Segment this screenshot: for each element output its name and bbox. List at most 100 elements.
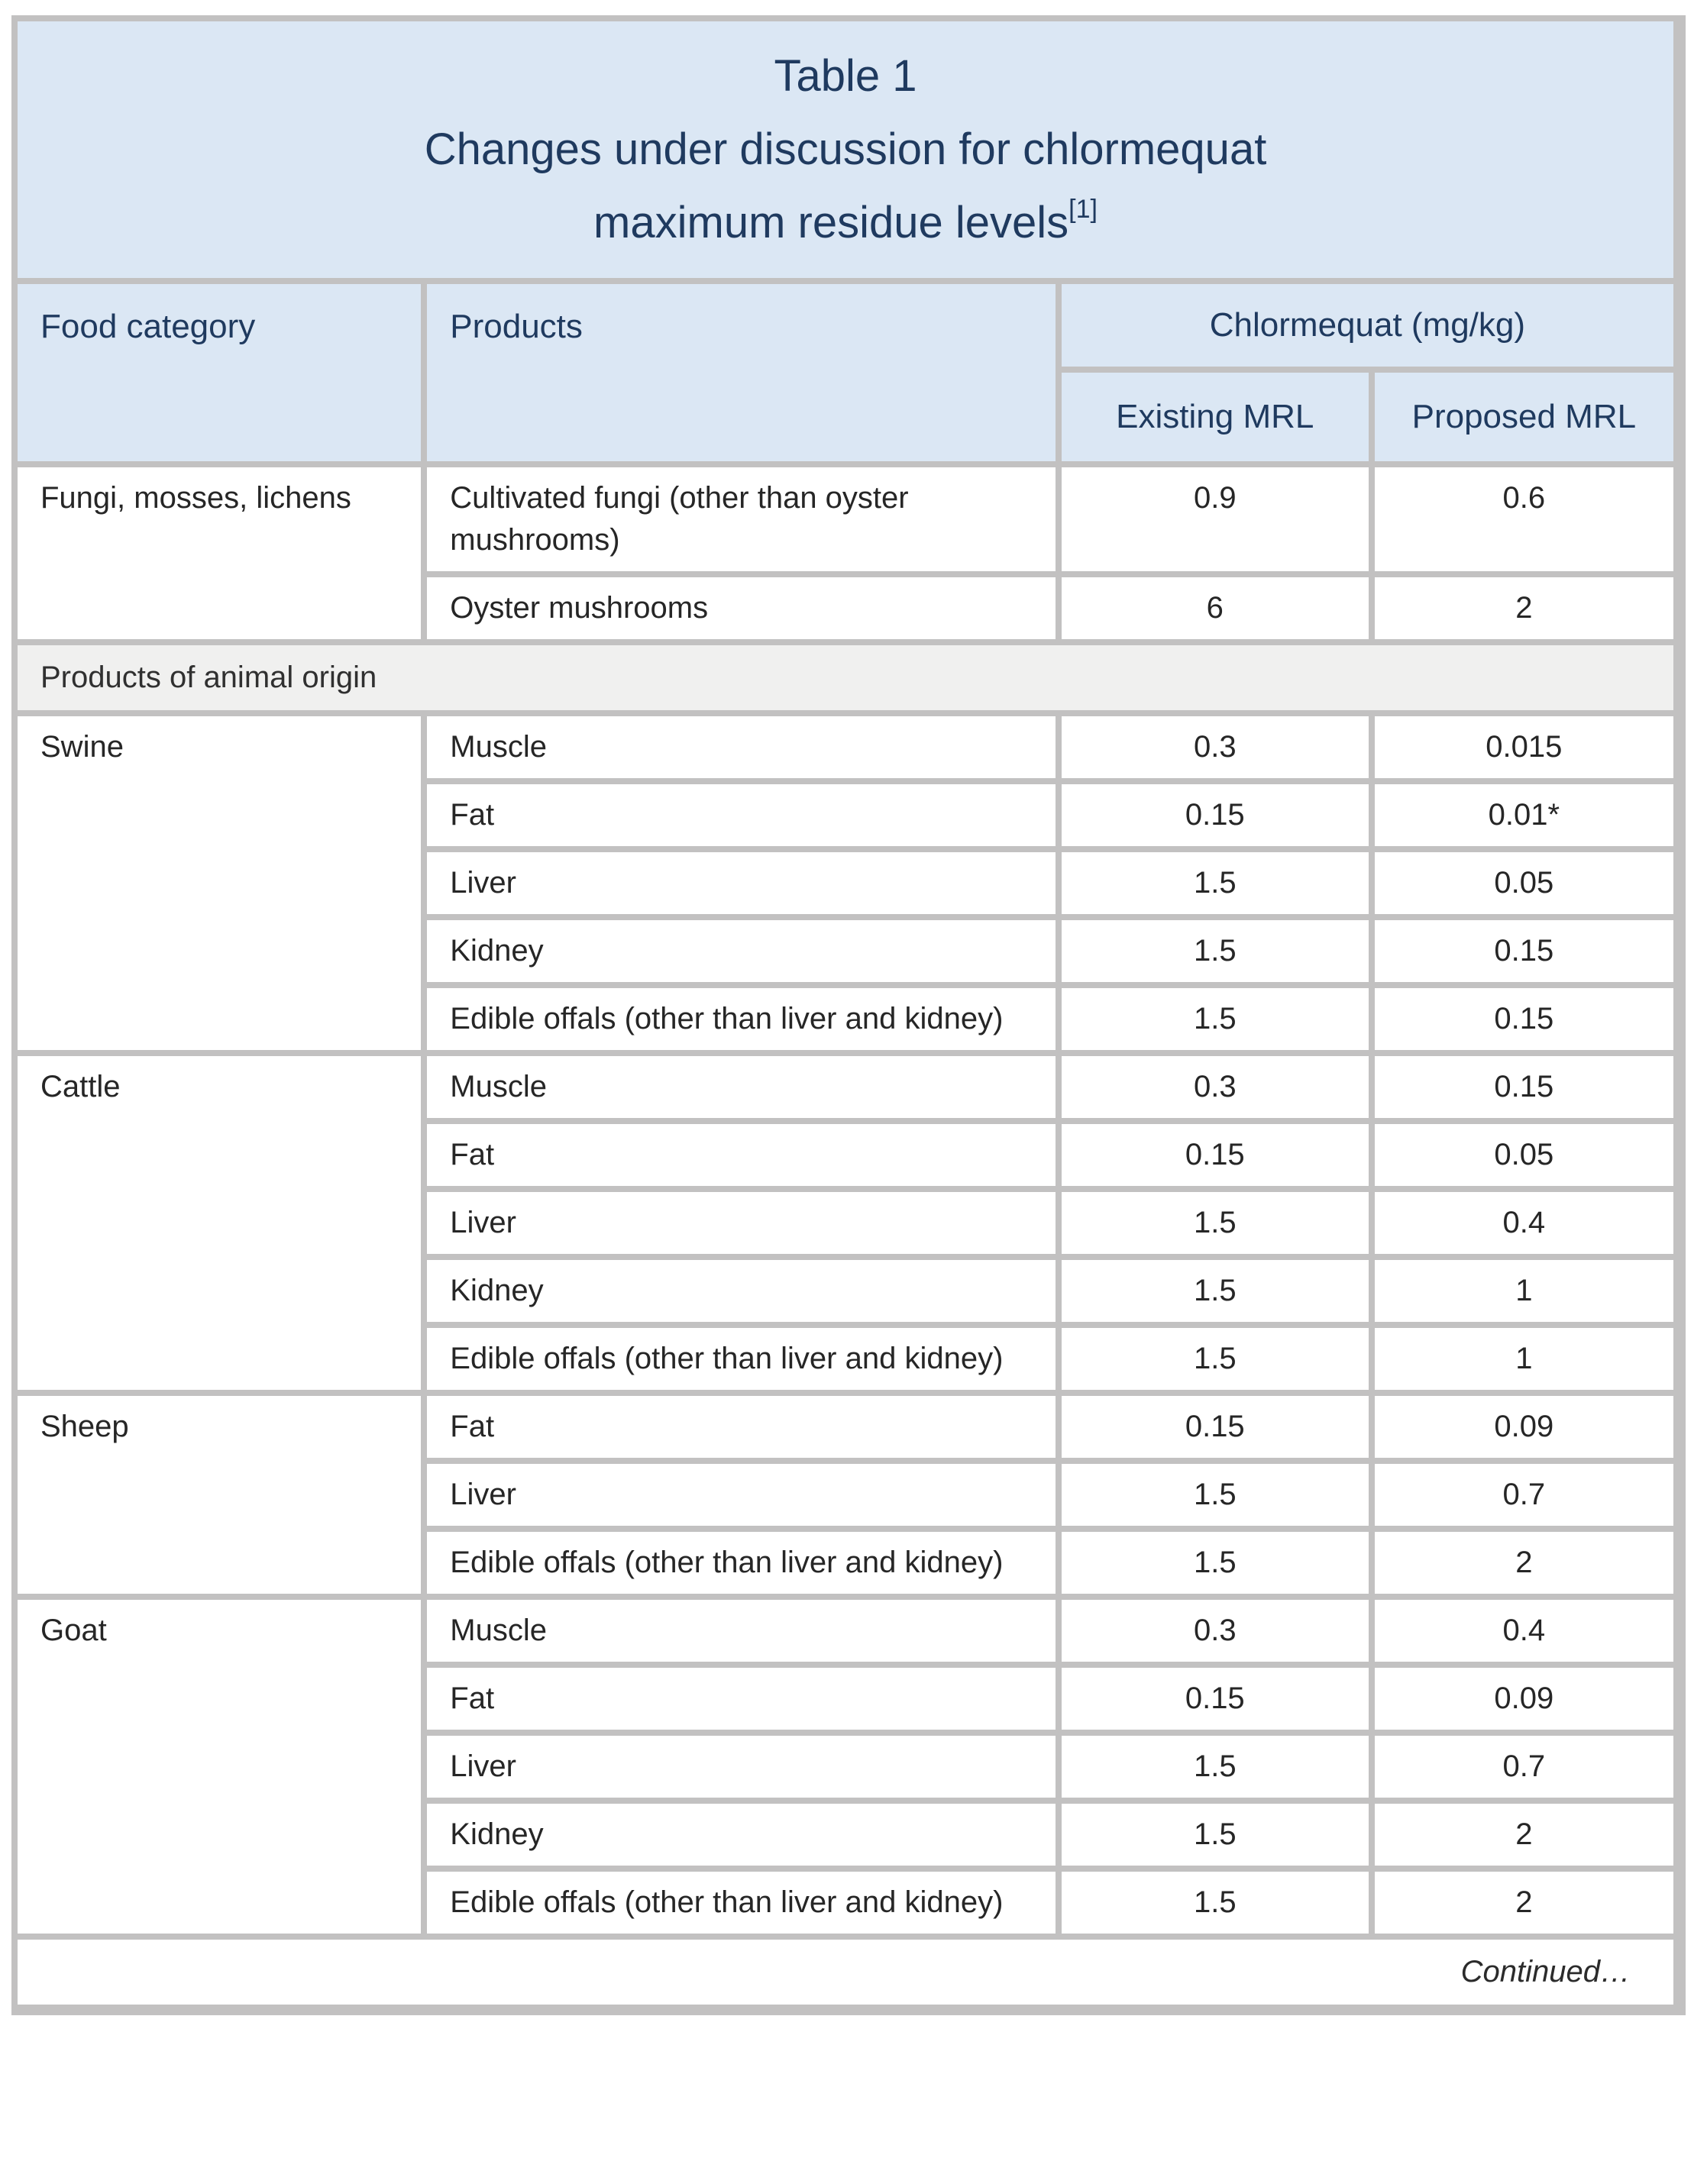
cell-existing-mrl: 1.5	[1055, 1458, 1375, 1532]
cell-product: Liver	[421, 1186, 1062, 1260]
header-row-2: Existing MRL Proposed MRL	[15, 367, 1683, 467]
table-title-line2: Changes under discussion for chlormequat	[424, 124, 1267, 174]
cell-product: Edible offals (other than liver and kidn…	[421, 1526, 1062, 1600]
cell-product: Liver	[421, 1730, 1062, 1804]
cell-proposed-mrl: 2	[1368, 1798, 1683, 1872]
cell-existing-mrl: 0.15	[1055, 1662, 1375, 1736]
table-row: Liver 1.5 0.7	[15, 1730, 1683, 1804]
table-row: Liver 1.5 0.4	[15, 1186, 1683, 1260]
category-cell-swine: Swine	[11, 710, 428, 1056]
section-label: Products of animal origin	[11, 639, 1683, 716]
cell-product: Oyster mushrooms	[421, 571, 1062, 645]
cell-product: Kidney	[421, 914, 1062, 988]
category-cell-sheep: Sheep	[11, 1390, 428, 1600]
table-row: Edible offals (other than liver and kidn…	[15, 1526, 1683, 1600]
cell-existing-mrl: 1.5	[1055, 1322, 1375, 1396]
cell-proposed-mrl: 1	[1368, 1322, 1683, 1396]
category-cell-goat: Goat	[11, 1594, 428, 1940]
cell-proposed-mrl: 0.4	[1368, 1594, 1683, 1668]
table-row: Fat 0.15 0.01*	[15, 778, 1683, 852]
cell-existing-mrl: 1.5	[1055, 914, 1375, 988]
table-row: Edible offals (other than liver and kidn…	[15, 1322, 1683, 1396]
table-row: Oyster mushrooms 6 2	[15, 571, 1683, 645]
cell-proposed-mrl: 0.7	[1368, 1458, 1683, 1532]
category-cell-fungi: Fungi, mosses, lichens	[11, 461, 428, 645]
column-header-chlormequat-group: Chlormequat (mg/kg)	[1055, 278, 1683, 373]
cell-product: Edible offals (other than liver and kidn…	[421, 982, 1062, 1056]
cell-existing-mrl: 1.5	[1055, 1186, 1375, 1260]
cell-existing-mrl: 1.5	[1055, 846, 1375, 920]
cell-product: Edible offals (other than liver and kidn…	[421, 1866, 1062, 1940]
table-row: Kidney 1.5 2	[15, 1798, 1683, 1872]
table-row: Cattle Muscle 0.3 0.15	[11, 1050, 1683, 1396]
mrl-table-container: Table 1 Changes under discussion for chl…	[11, 15, 1686, 2015]
cell-product: Muscle	[421, 1594, 1062, 1668]
cell-existing-mrl: 0.15	[1055, 1118, 1375, 1192]
header-row-1: Food category Products Chlormequat (mg/k…	[11, 278, 1683, 467]
cell-product: Fat	[421, 1662, 1062, 1736]
cell-product: Kidney	[421, 1798, 1062, 1872]
cell-proposed-mrl: 0.09	[1368, 1390, 1683, 1464]
cell-proposed-mrl: 0.4	[1368, 1186, 1683, 1260]
cell-proposed-mrl: 0.15	[1368, 914, 1683, 988]
table-title: Table 1 Changes under discussion for chl…	[11, 15, 1683, 284]
cell-product: Liver	[421, 846, 1062, 920]
table-row: Sheep Fat 0.15 0.09	[11, 1390, 1683, 1600]
section-row: Products of animal origin	[11, 639, 1683, 716]
continued-note: Continued…	[11, 1934, 1683, 2013]
category-cell-cattle: Cattle	[11, 1050, 428, 1396]
table-row: Goat Muscle 0.3 0.4	[11, 1594, 1683, 1940]
cell-existing-mrl: 6	[1055, 571, 1375, 645]
cell-product: Fat	[421, 1118, 1062, 1192]
cell-proposed-mrl: 0.15	[1368, 982, 1683, 1056]
cell-proposed-mrl: 2	[1368, 1526, 1683, 1600]
cell-existing-mrl: 1.5	[1055, 1254, 1375, 1328]
title-row: Table 1 Changes under discussion for chl…	[11, 15, 1683, 284]
table-row: Swine Muscle 0.3 0.015	[11, 710, 1683, 1056]
table-row: Edible offals (other than liver and kidn…	[15, 982, 1683, 1056]
table-row: Liver 1.5 0.7	[15, 1458, 1683, 1532]
cell-product: Edible offals (other than liver and kidn…	[421, 1322, 1062, 1396]
cell-existing-mrl: 0.3	[1055, 1050, 1375, 1124]
table-title-line1: Table 1	[774, 51, 917, 101]
cell-proposed-mrl: 2	[1368, 1866, 1683, 1940]
cell-existing-mrl: 0.3	[1055, 1594, 1375, 1668]
cell-product: Muscle	[421, 1050, 1062, 1124]
table-row: Fat 0.15 0.09	[15, 1662, 1683, 1736]
cell-proposed-mrl: 2	[1368, 571, 1683, 645]
cell-existing-mrl: 1.5	[1055, 1730, 1375, 1804]
column-header-products: Products	[421, 278, 1062, 467]
cell-proposed-mrl: 0.6	[1368, 461, 1683, 577]
cell-existing-mrl: 1.5	[1055, 982, 1375, 1056]
cell-existing-mrl: 0.15	[1055, 1390, 1375, 1464]
cell-product: Liver	[421, 1458, 1062, 1532]
table-row: Fungi, mosses, lichens Cultivated fungi …	[11, 461, 1683, 645]
cell-existing-mrl: 1.5	[1055, 1798, 1375, 1872]
cell-product: Fat	[421, 1390, 1062, 1464]
cell-proposed-mrl: 0.7	[1368, 1730, 1683, 1804]
table-row: Fat 0.15 0.05	[15, 1118, 1683, 1192]
cell-existing-mrl: 0.3	[1055, 710, 1375, 784]
cell-product: Kidney	[421, 1254, 1062, 1328]
cell-product: Cultivated fungi (other than oyster mush…	[421, 461, 1062, 577]
table-row: Liver 1.5 0.05	[15, 846, 1683, 920]
cell-existing-mrl: 1.5	[1055, 1526, 1375, 1600]
footnote-marker: [1]	[1068, 195, 1098, 224]
table-row: Kidney 1.5 1	[15, 1254, 1683, 1328]
column-header-food-category: Food category	[11, 278, 428, 467]
cell-proposed-mrl: 1	[1368, 1254, 1683, 1328]
continued-row: Continued…	[11, 1934, 1683, 2013]
cell-proposed-mrl: 0.15	[1368, 1050, 1683, 1124]
table-title-line3: maximum residue levels[1]	[593, 195, 1098, 247]
column-header-proposed-mrl: Proposed MRL	[1368, 367, 1683, 467]
mrl-table: Table 1 Changes under discussion for chl…	[11, 15, 1686, 2015]
cell-proposed-mrl: 0.015	[1368, 710, 1683, 784]
table-row: Kidney 1.5 0.15	[15, 914, 1683, 988]
cell-product: Muscle	[421, 710, 1062, 784]
cell-proposed-mrl: 0.05	[1368, 1118, 1683, 1192]
cell-existing-mrl: 1.5	[1055, 1866, 1375, 1940]
cell-proposed-mrl: 0.01*	[1368, 778, 1683, 852]
table-row: Edible offals (other than liver and kidn…	[15, 1866, 1683, 1940]
cell-existing-mrl: 0.9	[1055, 461, 1375, 577]
column-header-existing-mrl: Existing MRL	[1055, 367, 1375, 467]
